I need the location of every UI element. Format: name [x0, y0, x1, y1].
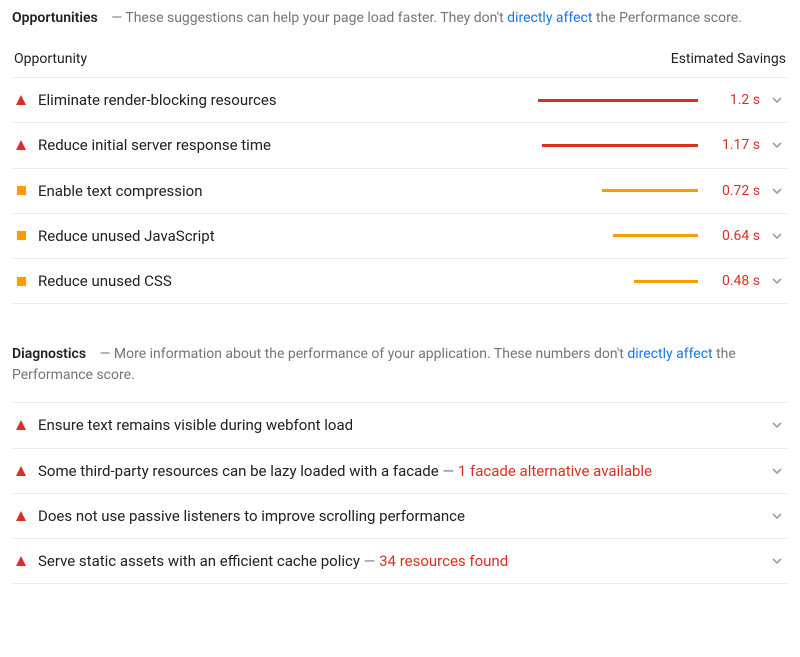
chevron-down-icon[interactable]	[770, 95, 784, 105]
savings-value: 0.72 s	[708, 183, 760, 199]
opportunity-title: Enable text compression	[38, 181, 528, 201]
opportunities-column-headers: Opportunity Estimated Savings	[12, 45, 788, 78]
diagnostic-title: Does not use passive listeners to improv…	[38, 506, 760, 526]
savings-bar-wrap	[538, 144, 698, 147]
savings-value: 0.48 s	[708, 273, 760, 289]
column-opportunity: Opportunity	[14, 51, 87, 67]
severity-red-icon	[14, 94, 28, 106]
severity-red-icon	[14, 465, 28, 477]
diagnostics-title: Diagnostics	[12, 346, 86, 362]
severity-orange-icon	[14, 230, 28, 241]
severity-orange-icon	[14, 276, 28, 287]
severity-orange-icon	[14, 185, 28, 196]
chevron-down-icon[interactable]	[770, 420, 784, 430]
opportunities-desc-before: — These suggestions can help your page l…	[111, 10, 507, 26]
diagnostic-detail: 34 resources found	[379, 552, 508, 570]
opportunities-desc-after: the Performance score.	[592, 10, 741, 26]
savings-value: 1.2 s	[708, 92, 760, 108]
diagnostic-title: Some third-party resources can be lazy l…	[38, 461, 760, 481]
opportunities-list: Eliminate render-blocking resources 1.2 s…	[12, 78, 788, 304]
opportunity-title: Reduce initial server response time	[38, 135, 528, 155]
savings-value: 1.17 s	[708, 137, 760, 153]
chevron-down-icon[interactable]	[770, 140, 784, 150]
diagnostic-row[interactable]: Serve static assets with an efficient ca…	[12, 539, 788, 584]
savings-bar	[538, 99, 698, 102]
opportunity-row[interactable]: Reduce unused CSS 0.48 s	[12, 259, 788, 304]
diagnostic-title: Serve static assets with an efficient ca…	[38, 551, 760, 571]
savings-bar-wrap	[538, 189, 698, 192]
diagnostic-row[interactable]: Does not use passive listeners to improv…	[12, 494, 788, 539]
chevron-down-icon[interactable]	[770, 466, 784, 476]
chevron-down-icon[interactable]	[770, 231, 784, 241]
chevron-down-icon[interactable]	[770, 511, 784, 521]
opportunity-row[interactable]: Eliminate render-blocking resources 1.2 s	[12, 78, 788, 123]
opportunity-row[interactable]: Reduce unused JavaScript 0.64 s	[12, 214, 788, 259]
diagnostic-row[interactable]: Some third-party resources can be lazy l…	[12, 449, 788, 494]
opportunities-desc-link[interactable]: directly affect	[507, 10, 592, 26]
savings-bar-wrap	[538, 234, 698, 237]
opportunity-title: Eliminate render-blocking resources	[38, 90, 528, 110]
opportunity-title: Reduce unused JavaScript	[38, 226, 528, 246]
savings-value: 0.64 s	[708, 228, 760, 244]
savings-bar	[602, 189, 698, 192]
severity-red-icon	[14, 555, 28, 567]
opportunities-title: Opportunities	[12, 10, 98, 26]
chevron-down-icon[interactable]	[770, 556, 784, 566]
savings-bar	[542, 144, 698, 147]
diagnostics-list: Ensure text remains visible during webfo…	[12, 403, 788, 584]
opportunity-row[interactable]: Reduce initial server response time 1.17 …	[12, 123, 788, 168]
column-estimated-savings: Estimated Savings	[671, 51, 786, 67]
severity-red-icon	[14, 419, 28, 431]
opportunities-heading: Opportunities — These suggestions can he…	[12, 8, 788, 29]
savings-bar-wrap	[538, 99, 698, 102]
opportunity-title: Reduce unused CSS	[38, 271, 528, 291]
diagnostic-title: Ensure text remains visible during webfo…	[38, 415, 760, 435]
opportunity-row[interactable]: Enable text compression 0.72 s	[12, 169, 788, 214]
diagnostics-heading: Diagnostics — More information about the…	[12, 344, 788, 386]
chevron-down-icon[interactable]	[770, 276, 784, 286]
savings-bar-wrap	[538, 280, 698, 283]
diagnostics-desc-before: — More information about the performance…	[100, 346, 628, 362]
diagnostic-detail: 1 facade alternative available	[458, 462, 652, 480]
severity-red-icon	[14, 510, 28, 522]
diagnostic-row[interactable]: Ensure text remains visible during webfo…	[12, 403, 788, 448]
diagnostics-desc-link[interactable]: directly affect	[627, 346, 712, 362]
savings-bar	[613, 234, 698, 237]
severity-red-icon	[14, 139, 28, 151]
chevron-down-icon[interactable]	[770, 186, 784, 196]
savings-bar	[634, 280, 698, 283]
